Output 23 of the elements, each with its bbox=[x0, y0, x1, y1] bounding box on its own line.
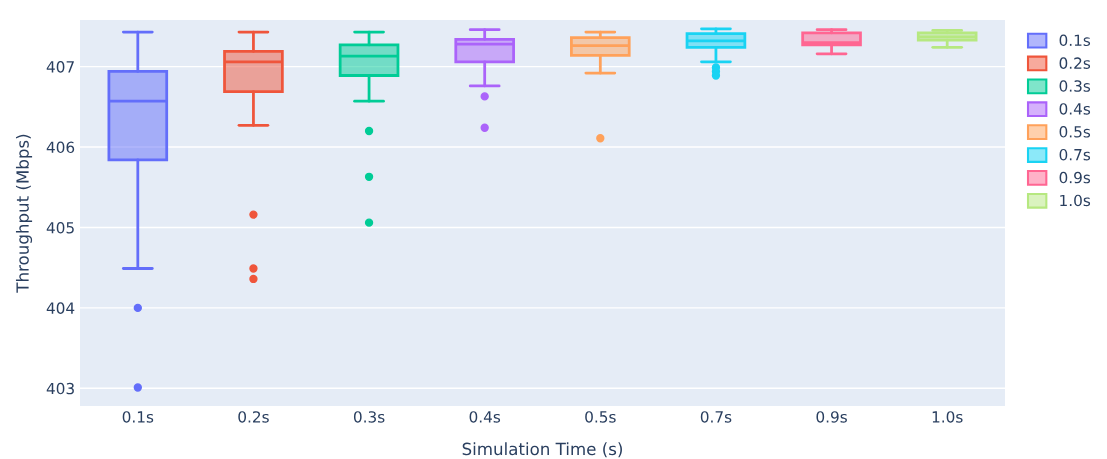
legend-label: 0.2s bbox=[1059, 57, 1091, 69]
x-tick-label: 0.3s bbox=[353, 411, 385, 423]
x-axis-title: Simulation Time (s) bbox=[462, 442, 622, 458]
y-tick-label: 407 bbox=[46, 61, 74, 73]
legend-label: 0.5s bbox=[1059, 126, 1091, 138]
x-tick-label: 1.0s bbox=[932, 411, 963, 423]
x-tick-label: 0.7s bbox=[700, 411, 732, 423]
x-tick-label: 0.9s bbox=[816, 411, 847, 423]
y-axis-title: Throughput (Mbps) bbox=[15, 134, 33, 293]
y-tick-label: 404 bbox=[46, 302, 75, 314]
x-tick-label: 0.5s bbox=[585, 411, 616, 423]
legend-label: 0.3s bbox=[1059, 80, 1091, 92]
legend-label: 0.4s bbox=[1059, 103, 1091, 115]
legend-label: 0.9s bbox=[1059, 171, 1091, 184]
y-tick-label: 403 bbox=[46, 382, 74, 395]
y-tick-label: 405 bbox=[46, 221, 74, 234]
x-tick-label: 0.1s bbox=[122, 411, 154, 423]
legend-label: 1.0s bbox=[1060, 194, 1091, 207]
legend-label: 0.1s bbox=[1059, 34, 1091, 47]
legend-label: 0.7s bbox=[1059, 148, 1091, 161]
x-tick-label: 0.4s bbox=[469, 411, 501, 423]
y-tick-label: 406 bbox=[46, 141, 75, 154]
x-tick-label: 0.2s bbox=[238, 411, 269, 423]
